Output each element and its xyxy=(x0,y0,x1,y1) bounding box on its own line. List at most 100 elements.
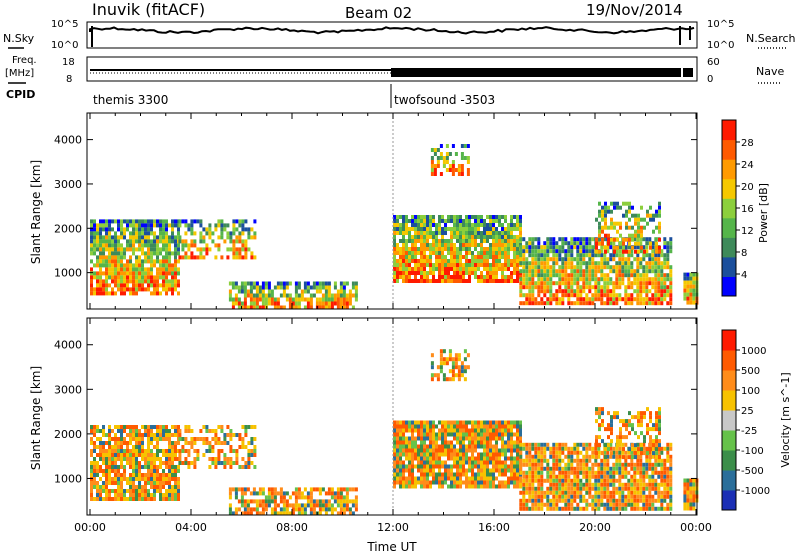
vel-cell xyxy=(591,506,595,511)
vel-cell xyxy=(345,491,349,496)
power-cell xyxy=(174,243,177,248)
vel-cell xyxy=(648,498,652,503)
vel-cell xyxy=(663,474,667,479)
power-cell xyxy=(354,281,358,286)
power-cell xyxy=(603,253,607,258)
power-cell xyxy=(549,265,553,270)
vel-cell xyxy=(591,454,595,459)
power-cell xyxy=(648,301,652,306)
vel-cell xyxy=(486,432,489,437)
vel-cell xyxy=(528,442,532,447)
power-cell xyxy=(604,245,607,250)
power-cell xyxy=(615,297,619,302)
vel-cell xyxy=(141,465,144,469)
power-cell xyxy=(177,267,180,272)
power-cell xyxy=(537,261,541,266)
vel-cell xyxy=(339,491,343,496)
vel-cell xyxy=(174,441,177,445)
vel-cell xyxy=(492,480,495,485)
power-cell xyxy=(174,251,177,256)
vel-cell xyxy=(159,449,162,453)
power-cell xyxy=(241,227,245,232)
power-cell xyxy=(600,257,604,262)
power-cell xyxy=(463,144,467,148)
vel-cell xyxy=(555,462,559,467)
power-cell xyxy=(202,227,206,232)
power-cell xyxy=(609,297,613,302)
vel-cell xyxy=(447,448,450,453)
power-cell xyxy=(543,257,547,262)
vel-cell xyxy=(564,478,568,483)
vel-cell xyxy=(598,411,601,416)
power-cell xyxy=(318,301,322,306)
power-cell xyxy=(396,251,399,255)
beam-title: Beam 02 xyxy=(345,4,412,22)
power-cell xyxy=(558,281,562,286)
vel-cell xyxy=(651,454,655,459)
vel-cell xyxy=(429,428,432,433)
power-cell xyxy=(564,269,568,274)
vel-cell xyxy=(498,452,501,457)
power-cell xyxy=(616,201,619,206)
power-cell xyxy=(432,275,435,279)
vel-cell xyxy=(516,448,519,453)
vel-cell xyxy=(90,481,93,485)
power-cell xyxy=(624,269,628,274)
vel-cell xyxy=(129,461,132,465)
vel-cell xyxy=(546,494,550,499)
power-cell xyxy=(408,267,411,271)
power-cell xyxy=(144,239,147,244)
power-cell xyxy=(669,237,673,242)
vel-cell xyxy=(327,499,331,504)
power-cell xyxy=(492,243,495,247)
power-cell xyxy=(159,267,162,272)
vel-cell xyxy=(336,511,340,516)
power-cell xyxy=(483,231,486,235)
power-cell xyxy=(420,247,423,251)
vel-cell xyxy=(576,470,580,475)
power-cell xyxy=(519,223,522,227)
power-cell xyxy=(132,271,135,276)
power-cell xyxy=(294,297,298,302)
vel-cell xyxy=(453,420,456,425)
power-cell xyxy=(99,271,102,276)
power-cell xyxy=(423,223,426,227)
power-cells xyxy=(90,144,699,310)
power-cell xyxy=(243,293,247,298)
power-cell xyxy=(453,255,456,259)
vel-cell xyxy=(462,440,465,445)
vel-cell xyxy=(165,429,168,433)
power-cell xyxy=(426,235,429,239)
power-cell xyxy=(339,281,343,286)
power-cell xyxy=(689,300,693,305)
vel-cell xyxy=(537,502,541,507)
vel-cell xyxy=(454,365,458,370)
power-cell xyxy=(237,305,241,310)
vel-cell xyxy=(558,498,562,503)
power-cell xyxy=(315,281,319,286)
power-cell xyxy=(237,285,241,290)
vel-cell xyxy=(411,484,414,489)
vel-cell xyxy=(597,498,601,503)
power-cell xyxy=(438,219,441,223)
vel-cell xyxy=(616,435,619,440)
vel-cell xyxy=(639,478,643,483)
vel-cell xyxy=(513,464,516,469)
power-cell xyxy=(294,301,298,306)
vel-cell xyxy=(246,503,250,508)
vel-cell xyxy=(606,478,610,483)
vel-cell xyxy=(190,437,194,441)
vel-cell xyxy=(144,449,147,453)
vel-cell xyxy=(228,495,232,500)
power-cell xyxy=(459,231,462,235)
vel-cell xyxy=(339,507,343,512)
power-cell xyxy=(636,277,640,282)
vel-cell xyxy=(423,468,426,473)
vel-cell xyxy=(156,433,159,437)
vel-cell xyxy=(558,482,562,487)
vel-cell xyxy=(609,474,613,479)
power-cell xyxy=(468,223,471,227)
vel-cell xyxy=(564,498,568,503)
vel-cell xyxy=(345,507,349,512)
power-cell xyxy=(399,231,402,235)
